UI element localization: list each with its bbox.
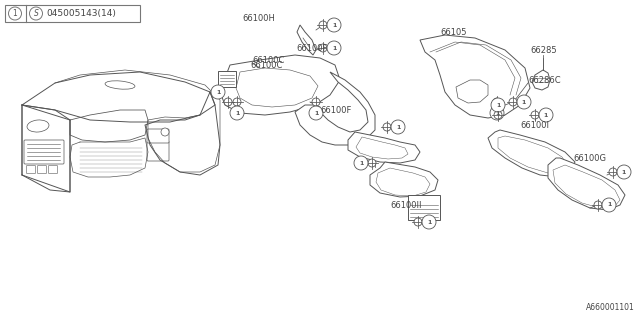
Circle shape [383,123,391,131]
Text: 66100I: 66100I [520,121,549,130]
Ellipse shape [105,81,135,89]
Polygon shape [532,70,550,90]
Text: 66100C: 66100C [252,55,284,65]
Circle shape [414,218,422,226]
Polygon shape [370,162,438,197]
Circle shape [539,108,553,122]
Text: 1: 1 [522,100,526,105]
Circle shape [517,95,531,109]
FancyBboxPatch shape [26,165,35,173]
Text: 1: 1 [396,124,400,130]
Text: 66100F: 66100F [320,106,351,115]
FancyBboxPatch shape [408,195,440,220]
Polygon shape [376,168,430,196]
Circle shape [368,159,376,167]
Text: 1: 1 [332,45,336,51]
Text: 1: 1 [544,113,548,117]
Circle shape [602,198,616,212]
Circle shape [233,98,241,106]
Circle shape [211,85,225,99]
Polygon shape [356,137,408,159]
Text: S: S [33,9,38,18]
Circle shape [609,168,617,176]
Circle shape [29,7,42,20]
Polygon shape [498,136,568,173]
Circle shape [354,156,368,170]
Circle shape [422,215,436,229]
Polygon shape [297,25,316,55]
FancyBboxPatch shape [147,141,169,161]
Polygon shape [553,165,620,208]
Text: A660001101: A660001101 [586,303,635,312]
Text: 66100II: 66100II [390,201,422,210]
Circle shape [493,98,501,106]
Circle shape [490,106,504,120]
Polygon shape [548,158,625,210]
Circle shape [491,98,505,112]
Text: 1: 1 [495,110,499,116]
Circle shape [312,98,320,106]
Text: 66100H: 66100H [242,13,275,22]
Polygon shape [295,72,375,145]
Circle shape [161,128,169,136]
Ellipse shape [27,120,49,132]
Circle shape [594,201,602,209]
Polygon shape [348,132,420,163]
Text: 66100G: 66100G [573,154,606,163]
Circle shape [509,98,517,106]
Circle shape [327,18,341,32]
Text: 1: 1 [216,90,220,94]
Text: 1: 1 [332,22,336,28]
Text: 1: 1 [13,9,17,18]
Text: 1: 1 [496,102,500,108]
Text: 66105: 66105 [440,28,467,36]
Text: 66100F: 66100F [296,44,328,52]
Circle shape [8,7,22,20]
Polygon shape [420,35,530,118]
FancyBboxPatch shape [218,71,236,87]
Circle shape [319,44,327,52]
Circle shape [230,106,244,120]
Circle shape [309,106,323,120]
Polygon shape [220,55,340,115]
FancyBboxPatch shape [24,140,64,164]
FancyBboxPatch shape [147,129,169,143]
Circle shape [319,21,327,29]
FancyBboxPatch shape [38,165,47,173]
Text: 045005143(14): 045005143(14) [46,9,116,18]
Circle shape [327,41,341,55]
Circle shape [617,165,631,179]
Text: 1: 1 [607,203,611,207]
Text: 1: 1 [235,110,239,116]
Circle shape [224,98,232,106]
FancyBboxPatch shape [5,5,140,22]
Text: 66100C: 66100C [250,60,282,69]
Text: 1: 1 [314,110,318,116]
Circle shape [391,120,405,134]
Circle shape [494,111,502,119]
Text: 1: 1 [359,161,363,165]
Polygon shape [456,80,488,103]
Text: 66285: 66285 [530,45,557,54]
Text: 1: 1 [427,220,431,225]
Text: 1: 1 [622,170,626,174]
Circle shape [531,111,539,119]
Text: 66286C: 66286C [528,76,561,84]
Polygon shape [236,68,318,107]
FancyBboxPatch shape [49,165,58,173]
Polygon shape [488,130,575,177]
